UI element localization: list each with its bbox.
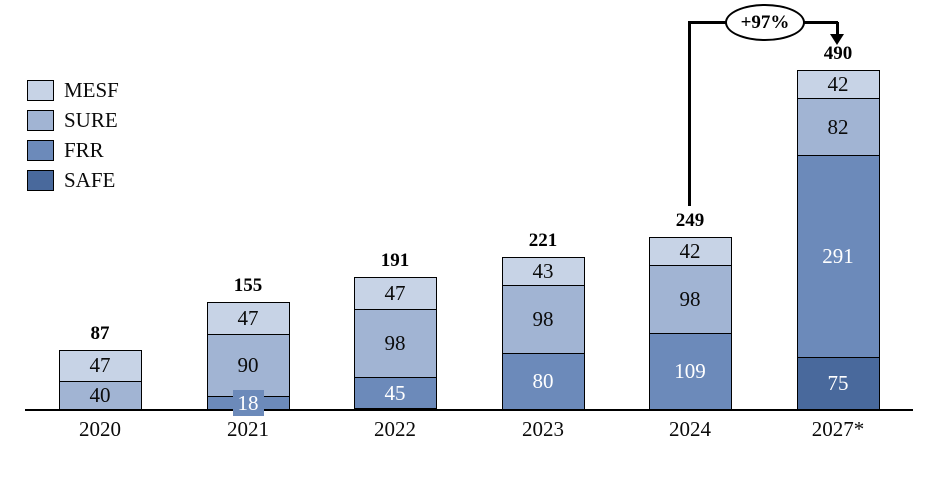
legend-swatch-icon (27, 109, 54, 131)
bar-segment-frr: 291 (796, 155, 880, 358)
segment-value-label: 40 (89, 383, 111, 408)
segment-value-label: 98 (384, 331, 406, 356)
annotation-connector-right (836, 22, 839, 35)
segment-value-label: 82 (827, 114, 849, 139)
legend-label: SAFE (64, 168, 116, 192)
segment-value-label: 80 (532, 369, 554, 394)
segment-value-label: 75 (827, 370, 849, 395)
segment-value-label: 47 (89, 353, 111, 378)
legend-swatch-icon (27, 79, 54, 101)
segment-value-label: 98 (532, 307, 554, 332)
segment-value-label: 47 (237, 306, 259, 331)
annotation-connector-left (688, 22, 691, 206)
bar-segment-mesf: 47 (58, 349, 142, 383)
bar-2022: 47 98 45 (353, 277, 437, 410)
segment-value-label: 42 (679, 239, 701, 264)
bar-2027*: 42 82 291 75 (796, 69, 880, 410)
bar-segment-mesf: 47 (206, 302, 290, 336)
bar-total-label: 221 (528, 229, 558, 251)
legend: MESF SURE FRR SAFE (27, 79, 119, 199)
segment-value-label: 47 (384, 281, 406, 306)
segment-value-label: 45 (384, 380, 406, 405)
bar-2024: 42 98 109 (648, 237, 732, 410)
annotation-arrowhead-icon (830, 34, 844, 45)
legend-item-sure: SURE (27, 109, 119, 131)
bar-segment-sure: 98 (648, 266, 732, 335)
annotation-label: +97% (740, 11, 790, 33)
bar-2023: 43 98 80 (501, 256, 585, 410)
segment-value-label: 90 (237, 353, 259, 378)
segment-value-label: 43 (532, 259, 554, 284)
legend-item-mesf: MESF (27, 79, 119, 101)
x-axis-tick-label: 2024 (669, 417, 711, 441)
legend-swatch-icon (27, 169, 54, 191)
bar-segment-mesf: 42 (796, 69, 880, 100)
bar-total-label: 191 (380, 250, 410, 272)
bar-segment-sure: 82 (796, 99, 880, 156)
x-axis-tick-label: 2022 (374, 417, 416, 441)
bar-segment-sure: 40 (58, 382, 142, 410)
legend-label: FRR (64, 138, 104, 162)
legend-swatch-icon (27, 139, 54, 161)
bar-total-label: 87 (90, 322, 110, 344)
bar-total-label: 490 (823, 42, 853, 64)
annotation-bubble: +97% (725, 4, 805, 41)
bar-segment-frr: 80 (501, 354, 585, 410)
x-axis-tick-label: 2020 (79, 417, 121, 441)
bar-segment-sure: 90 (206, 335, 290, 398)
legend-item-safe: SAFE (27, 169, 119, 191)
bar-total-label: 155 (233, 275, 263, 297)
x-axis-tick-label: 2021 (227, 417, 269, 441)
bar-segment-frr: 109 (648, 334, 732, 410)
segment-value-label: 291 (822, 243, 854, 268)
bar-segment-safe: 75 (796, 357, 880, 410)
x-axis-line (25, 409, 913, 411)
bar-segment-frr: 18 (206, 390, 290, 417)
segment-value-label: 42 (827, 72, 849, 96)
x-axis-tick-label: 2023 (522, 417, 564, 441)
bar-segment-mesf: 43 (501, 256, 585, 287)
bar-segment-sure: 98 (501, 286, 585, 355)
segment-value-label: 18 (232, 390, 264, 417)
segment-value-label: 98 (679, 287, 701, 312)
bar-2020: 47 40 (58, 349, 142, 410)
bar-segment-mesf: 42 (648, 237, 732, 267)
legend-label: SURE (64, 108, 118, 132)
bar-2021: 47 90 18 (206, 302, 290, 417)
legend-label: MESF (64, 78, 119, 102)
bar-segment-sure: 98 (353, 310, 437, 379)
bar-segment-frr: 45 (353, 378, 437, 410)
legend-item-frr: FRR (27, 139, 119, 161)
x-axis-tick-label: 2027* (811, 417, 865, 441)
segment-value-label: 109 (674, 359, 706, 384)
bar-total-label: 249 (675, 210, 705, 232)
bar-segment-mesf: 47 (353, 277, 437, 311)
